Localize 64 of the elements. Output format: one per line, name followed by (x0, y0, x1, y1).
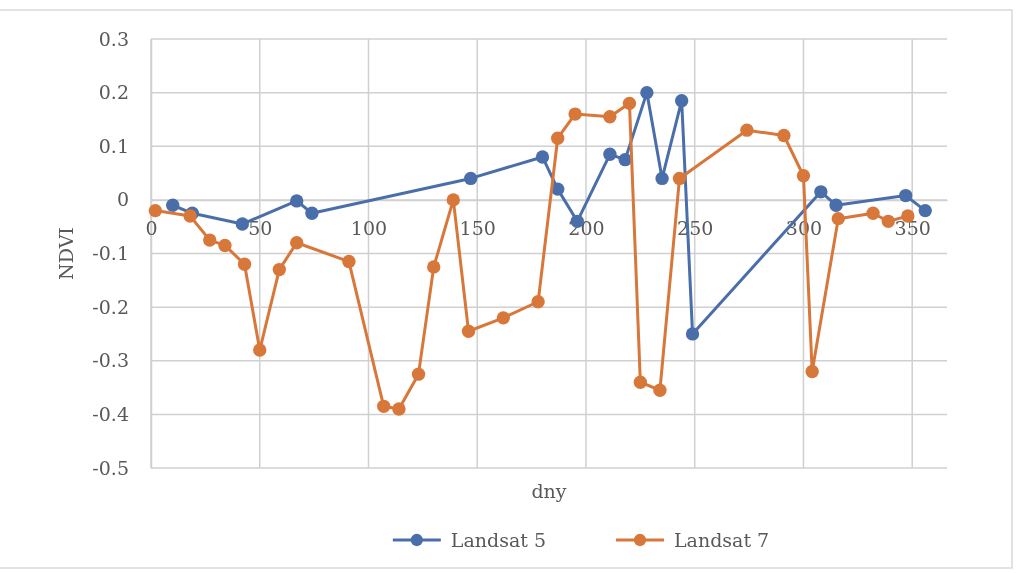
point (411, 367, 426, 381)
y-tick-label: 0.1 (98, 134, 129, 157)
point (814, 185, 828, 199)
y-tick-label: -0.5 (92, 456, 129, 479)
point (496, 311, 510, 325)
point (796, 169, 811, 183)
legend-label: Landsat 5 (450, 529, 546, 551)
y-tick-label: -0.4 (92, 402, 129, 425)
point (805, 364, 819, 379)
point (551, 131, 565, 145)
point (866, 206, 880, 220)
x-tick-label: 150 (459, 217, 496, 240)
x-tick-label: 100 (350, 217, 388, 240)
point (622, 96, 637, 111)
point (674, 94, 689, 108)
x-tick-label: 50 (248, 217, 273, 240)
point (640, 85, 654, 100)
point (446, 193, 460, 207)
y-tick-label: -0.3 (92, 349, 129, 372)
point (633, 375, 648, 389)
point (899, 188, 913, 203)
point (166, 198, 180, 212)
point (740, 123, 754, 137)
point (427, 260, 441, 274)
point (777, 128, 791, 143)
point (342, 254, 356, 269)
y-tick-label: -0.1 (92, 242, 129, 265)
point (685, 327, 700, 341)
point (305, 206, 319, 220)
point (881, 214, 895, 228)
y-tick-label: -0.2 (92, 295, 129, 318)
point (568, 107, 582, 121)
point (253, 343, 267, 357)
point (461, 324, 476, 338)
point (535, 150, 550, 164)
point (235, 217, 250, 231)
point (618, 152, 632, 167)
x-tick-label: 0 (145, 217, 158, 240)
point (290, 236, 304, 250)
y-axis-title: NDVI (55, 227, 77, 280)
point (272, 262, 286, 277)
point (829, 198, 843, 212)
point (218, 238, 232, 253)
point (377, 399, 391, 413)
point (918, 203, 932, 218)
point (672, 171, 687, 186)
x-axis-title: dny (531, 480, 567, 502)
point (831, 211, 845, 226)
point (603, 147, 617, 161)
y-tick-label: 0.2 (98, 81, 129, 104)
point (653, 383, 667, 397)
point (290, 194, 304, 208)
legend-label: Landsat 7 (674, 529, 770, 551)
point (531, 295, 545, 309)
point (603, 110, 617, 124)
point (237, 257, 252, 271)
point (148, 203, 163, 218)
point (392, 402, 406, 416)
point (464, 171, 478, 186)
point (655, 171, 669, 186)
y-tick-label: 0 (116, 188, 129, 211)
y-tick-label: 0.3 (98, 27, 129, 50)
x-tick-label: 350 (894, 217, 931, 240)
point (203, 233, 217, 247)
